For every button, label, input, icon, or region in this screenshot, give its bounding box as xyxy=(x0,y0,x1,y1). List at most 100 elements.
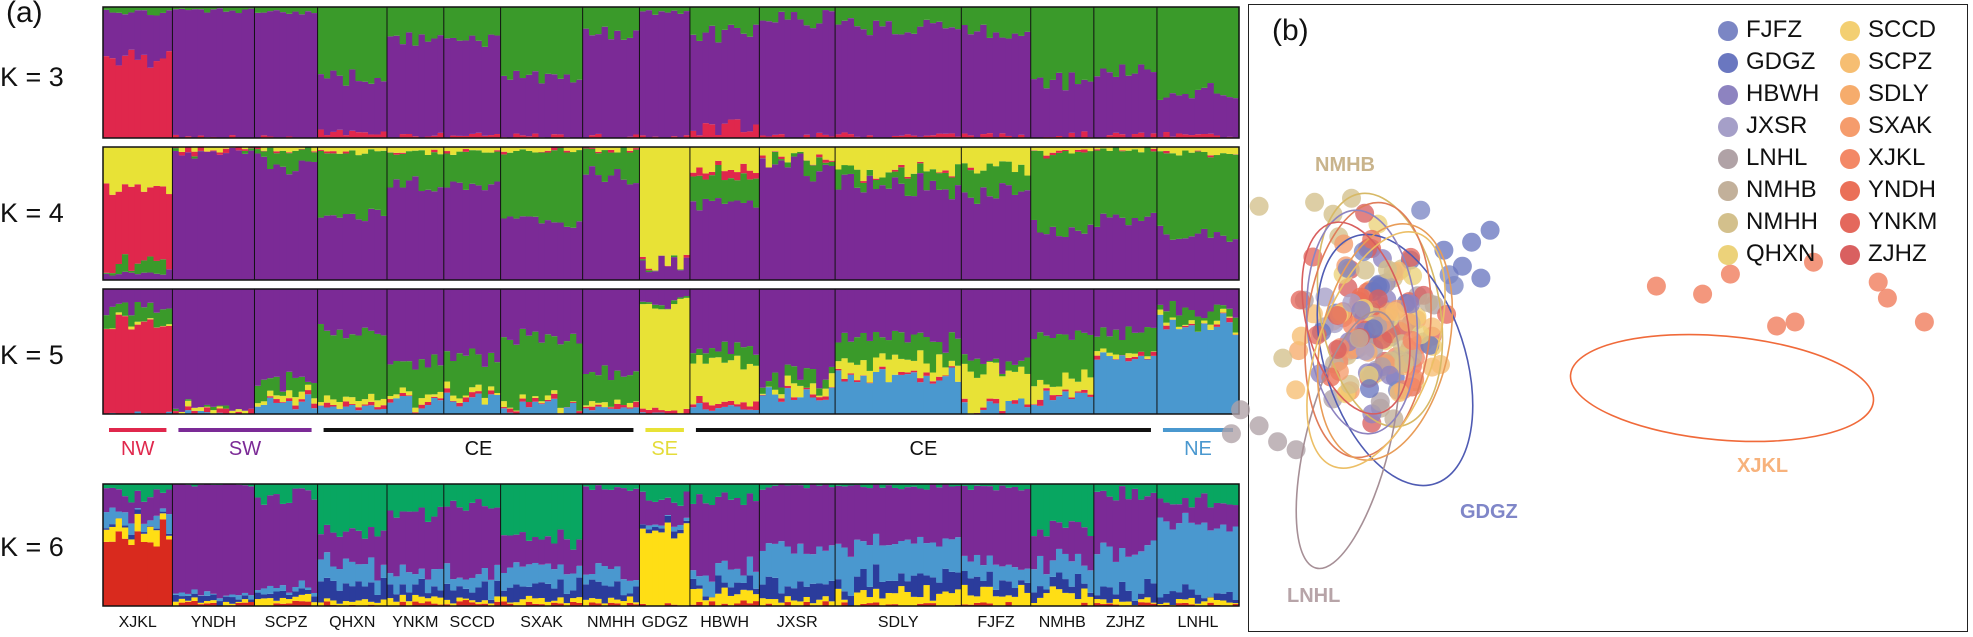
admixture-bar-segment xyxy=(279,391,287,396)
admixture-bar-segment xyxy=(740,600,748,606)
admixture-bar-segment xyxy=(992,32,1000,138)
admixture-bar-segment xyxy=(872,7,880,21)
legend-label: LNHL xyxy=(1746,144,1808,171)
admixture-bar-segment xyxy=(153,61,161,139)
admixture-bar-segment xyxy=(677,147,685,270)
admixture-bar-segment xyxy=(273,153,281,165)
admixture-bar-segment xyxy=(279,7,287,13)
admixture-bar-segment xyxy=(866,597,874,604)
admixture-bar-segment xyxy=(298,148,306,150)
admixture-bar-segment xyxy=(1068,147,1076,154)
admixture-bar-segment xyxy=(355,564,363,582)
admixture-bar-segment xyxy=(443,583,451,600)
admixture-bar-segment xyxy=(664,411,672,414)
admixture-bar-segment xyxy=(797,484,805,486)
admixture-bar-segment xyxy=(538,401,546,404)
admixture-bar-segment xyxy=(197,407,205,411)
admixture-bar-segment xyxy=(696,576,704,586)
admixture-bar-segment xyxy=(1087,570,1095,593)
admixture-bar-segment xyxy=(469,348,476,388)
admixture-bar-segment xyxy=(620,484,628,489)
admixture-bar-segment xyxy=(885,484,893,486)
admixture-bar-segment xyxy=(115,303,123,313)
admixture-bar-segment xyxy=(1232,603,1240,605)
admixture-bar-segment xyxy=(582,574,590,585)
admixture-bar-segment xyxy=(229,7,237,11)
admixture-bar-segment xyxy=(525,402,533,408)
admixture-bar-segment xyxy=(506,152,514,217)
admixture-bar-segment xyxy=(854,484,861,485)
admixture-bar-segment xyxy=(298,391,306,400)
admixture-bar-segment xyxy=(645,525,653,530)
admixture-bar-segment xyxy=(424,601,432,606)
population-label-xjkl: XJKL xyxy=(118,614,157,631)
admixture-bar-segment xyxy=(494,151,502,182)
admixture-bar-segment xyxy=(1188,236,1196,280)
admixture-bar-segment xyxy=(904,32,912,135)
admixture-bar-segment xyxy=(1087,81,1095,138)
admixture-bar-segment xyxy=(487,579,495,600)
admixture-bar-segment xyxy=(948,199,956,280)
admixture-bar-segment xyxy=(778,7,786,12)
admixture-bar-segment xyxy=(1062,527,1070,554)
admixture-bar-segment xyxy=(1112,214,1120,280)
admixture-bar-segment xyxy=(917,136,925,138)
admixture-bar-segment xyxy=(639,135,647,138)
admixture-bar-segment xyxy=(872,289,880,333)
admixture-bar-segment xyxy=(197,410,205,414)
admixture-bar-segment xyxy=(197,595,205,603)
admixture-bar-segment xyxy=(380,398,388,406)
admixture-bar-segment xyxy=(702,600,710,606)
admixture-bar-segment xyxy=(298,484,306,489)
admixture-bar-segment xyxy=(576,289,584,344)
admixture-bar-segment xyxy=(1018,35,1026,135)
admixture-bar-segment xyxy=(109,487,117,508)
admixture-bar-segment xyxy=(929,180,937,280)
admixture-bar-segment xyxy=(260,598,268,606)
admixture-bar-segment xyxy=(532,537,540,563)
admixture-bar-segment xyxy=(532,603,540,606)
admixture-bar-segment xyxy=(424,136,432,138)
admixture-bar-segment xyxy=(1112,289,1120,330)
admixture-bar-segment xyxy=(1220,593,1227,601)
admixture-bar-segment xyxy=(797,379,805,386)
admixture-bar-segment xyxy=(910,135,918,138)
admixture-bar-segment xyxy=(323,289,331,331)
admixture-bar-segment xyxy=(1119,340,1126,356)
admixture-bar-segment xyxy=(166,533,174,536)
admixture-bar-segment xyxy=(254,385,262,404)
admixture-bar-segment xyxy=(822,7,830,11)
admixture-bar-segment xyxy=(1081,484,1089,528)
admixture-bar-segment xyxy=(942,376,950,414)
admixture-bar-segment xyxy=(153,147,161,186)
admixture-bar-segment xyxy=(734,484,742,498)
admixture-bar-segment xyxy=(1037,77,1044,138)
admixture-bar-segment xyxy=(702,123,710,138)
admixture-bar-segment xyxy=(323,407,331,414)
admixture-bar-segment xyxy=(1037,289,1044,333)
admixture-bar-segment xyxy=(342,135,350,138)
admixture-bar-segment xyxy=(885,593,893,605)
admixture-bar-segment xyxy=(967,34,975,136)
admixture-bar-segment xyxy=(405,511,413,573)
admixture-bar-segment xyxy=(1093,491,1101,555)
admixture-bar-segment xyxy=(1005,595,1013,603)
admixture-bar-segment xyxy=(525,150,533,217)
admixture-bar-segment xyxy=(588,147,596,148)
admixture-bar-segment xyxy=(140,54,148,138)
admixture-bar-segment xyxy=(645,289,653,303)
admixture-bar-segment xyxy=(1232,335,1240,414)
admixture-bar-segment xyxy=(166,514,174,534)
admixture-bar-segment xyxy=(311,499,319,593)
admixture-bar-segment xyxy=(1131,289,1139,333)
admixture-bar-segment xyxy=(494,601,502,606)
admixture-bar-segment xyxy=(847,134,855,138)
admixture-bar-segment xyxy=(273,603,281,606)
admixture-bar-segment xyxy=(885,382,893,414)
admixture-bar-segment xyxy=(1024,404,1032,408)
admixture-bar-segment xyxy=(361,405,369,414)
admixture-bar-segment xyxy=(765,603,773,606)
admixture-bar-segment xyxy=(778,541,786,594)
admixture-bar-segment xyxy=(1087,377,1095,395)
admixture-bar-segment xyxy=(639,484,647,492)
